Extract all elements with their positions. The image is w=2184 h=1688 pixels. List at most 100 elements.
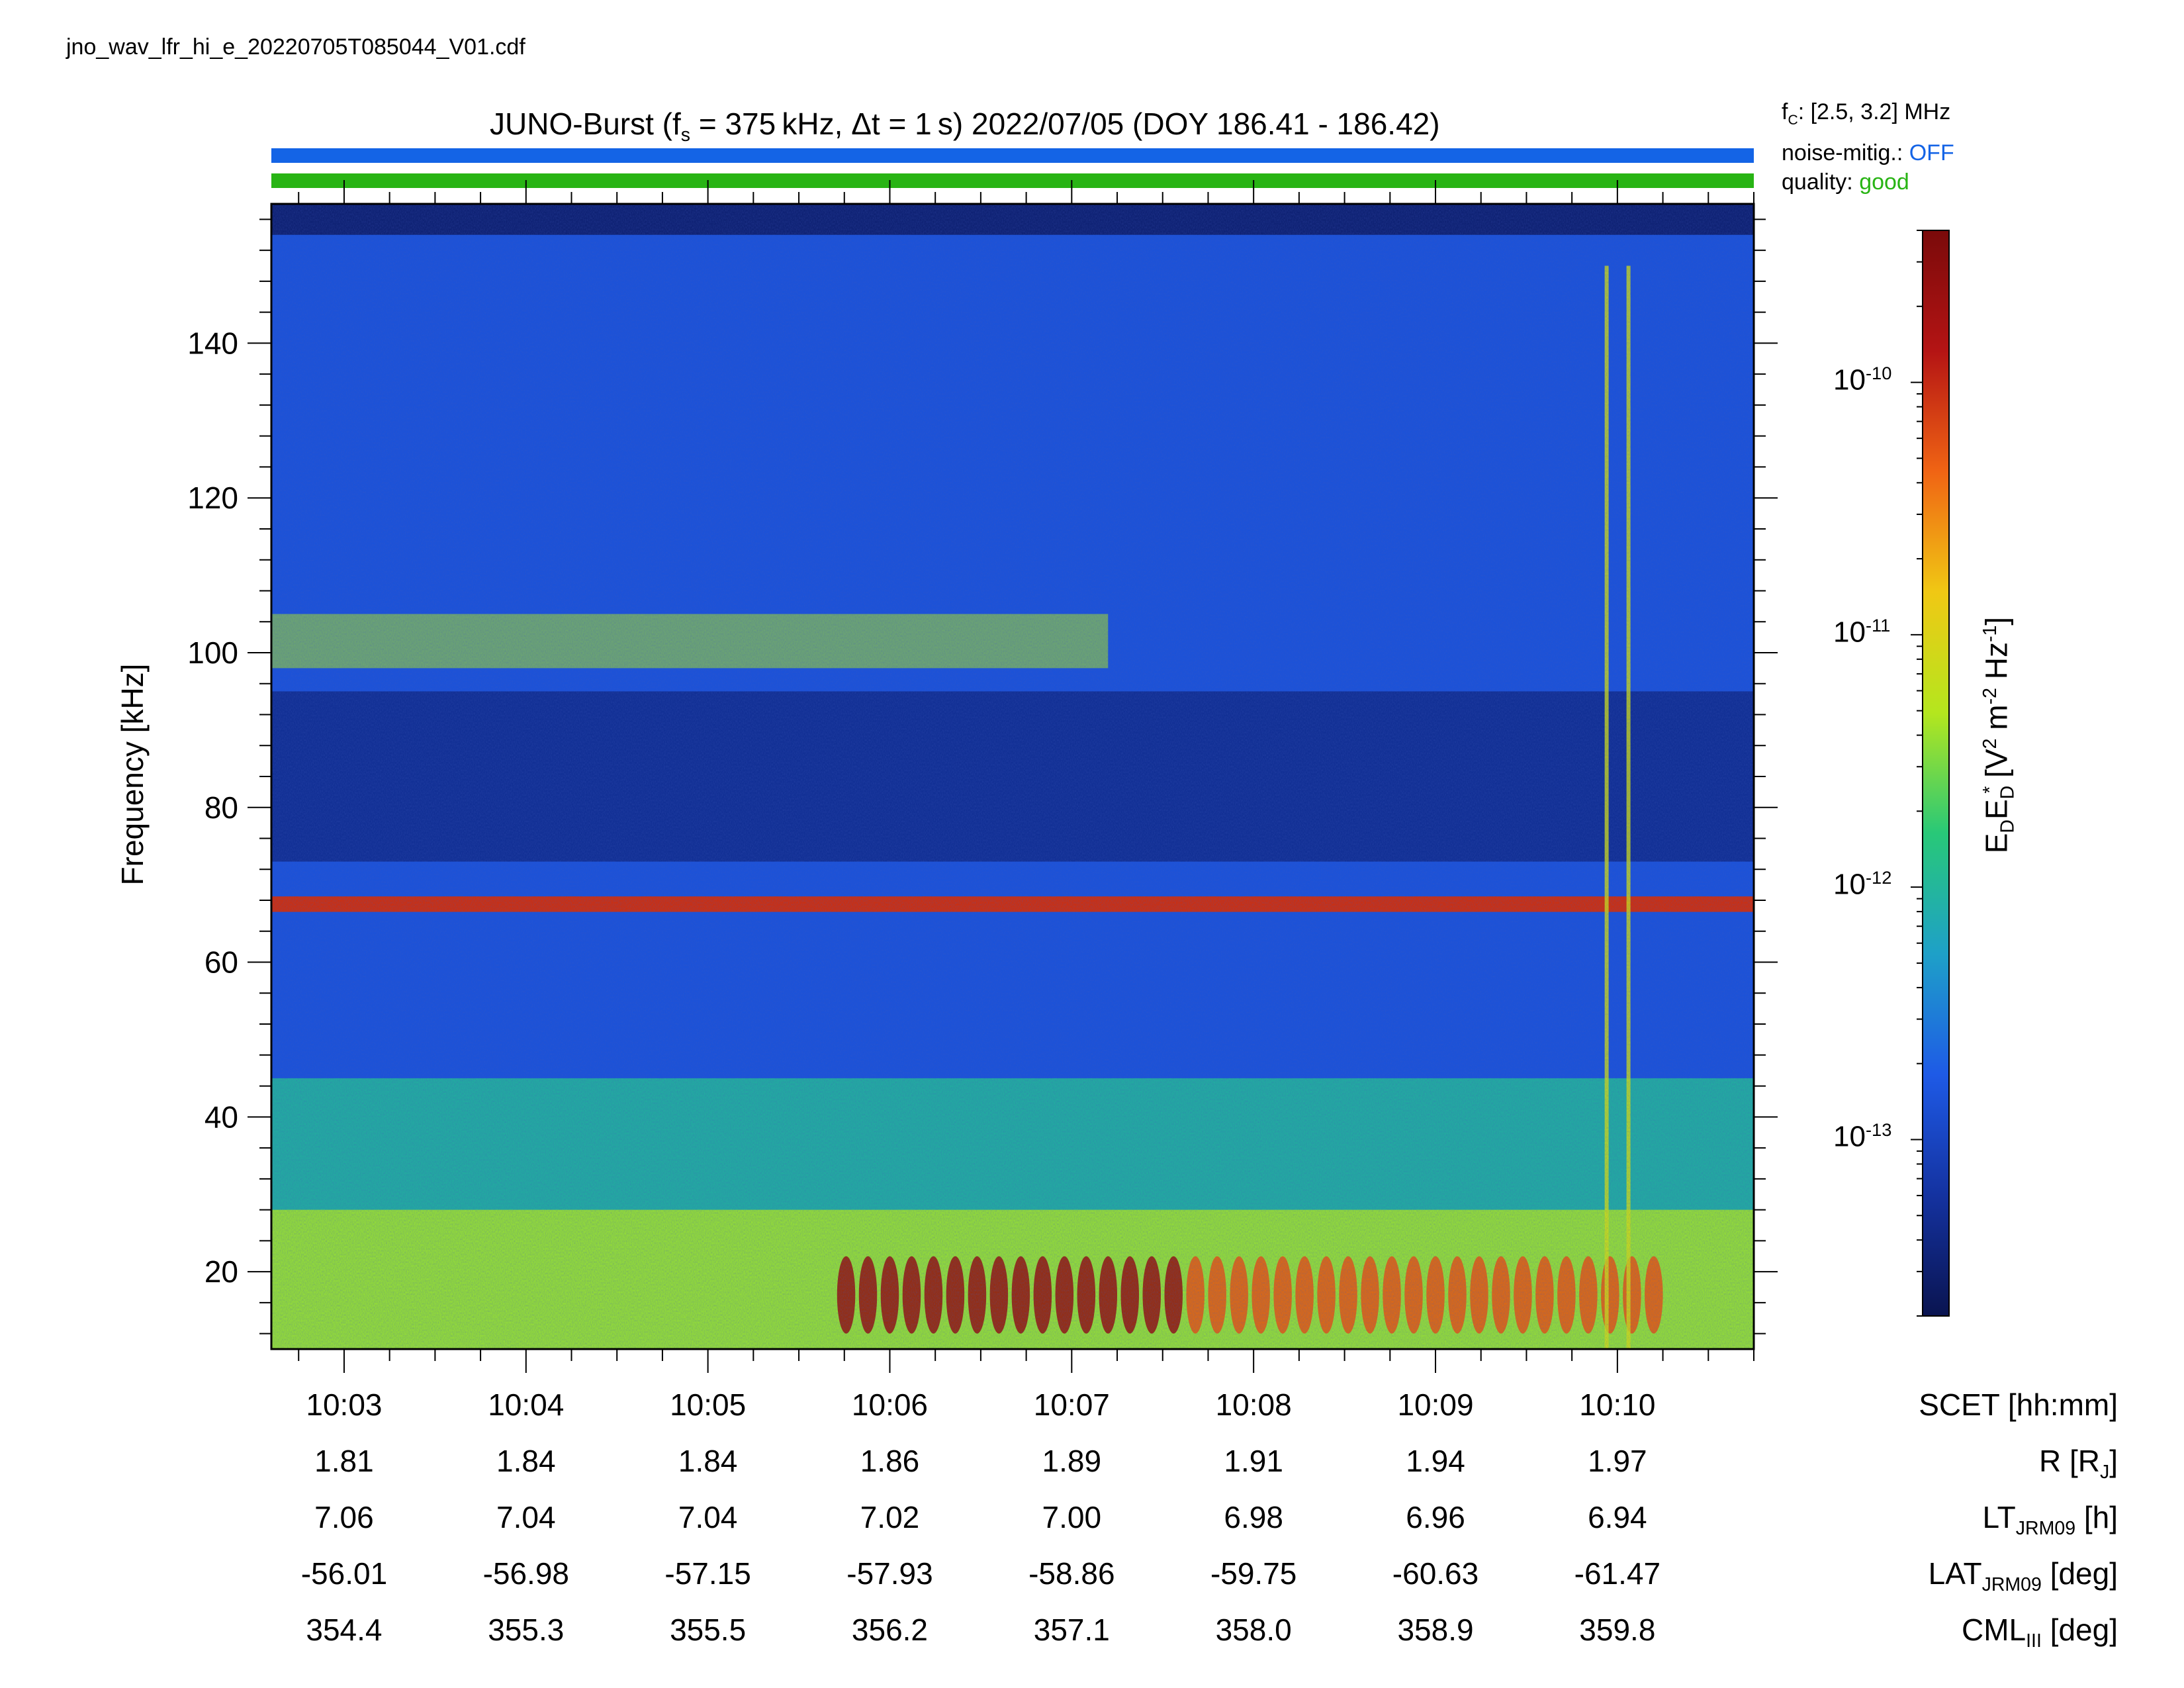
colorbar-tick-base: 10 bbox=[1833, 363, 1866, 397]
colorbar-tick-exp: -13 bbox=[1865, 1119, 1892, 1141]
x-tick-label: 10:06 bbox=[851, 1387, 929, 1422]
ephemeris-value: 6.96 bbox=[1406, 1500, 1465, 1534]
fc-sub: C bbox=[1788, 112, 1798, 128]
ephemeris-value: 358.0 bbox=[1215, 1613, 1292, 1647]
chart-title: JUNO-Burst (fs = 375 kHz, Δt = 1 s) 2022… bbox=[490, 106, 1440, 146]
row-label-sub: JRM09 bbox=[1981, 1574, 2042, 1596]
cb-label-u4: -2 bbox=[1979, 688, 2001, 705]
fc-label: f bbox=[1782, 99, 1788, 124]
ephemeris-value: 6.98 bbox=[1224, 1500, 1283, 1534]
ephemeris-row-label: CMLIII [deg] bbox=[1962, 1612, 2118, 1652]
ephemeris-value: 1.89 bbox=[1042, 1444, 1102, 1478]
quality-status: quality: good bbox=[1782, 169, 1909, 195]
file-name: jno_wav_lfr_hi_e_20220705T085044_V01.cdf bbox=[66, 34, 525, 60]
ephemeris-value: 7.02 bbox=[860, 1500, 920, 1534]
x-tick-label: 10:10 bbox=[1579, 1387, 1656, 1422]
quality-value: good bbox=[1859, 169, 1909, 195]
title-rest: = 375 kHz, Δt = 1 s) 2022/07/05 (DOY 186… bbox=[690, 107, 1440, 141]
row-label-end: [deg] bbox=[2041, 1556, 2118, 1591]
ephemeris-row-label: LATJRM09 [deg] bbox=[1929, 1556, 2118, 1596]
colorbar-tick-base: 10 bbox=[1833, 616, 1866, 649]
cb-label-u2: 2 bbox=[1979, 738, 2001, 749]
ephemeris-value: 7.00 bbox=[1042, 1500, 1102, 1534]
cb-label-e: E bbox=[1979, 833, 2014, 854]
y-tick-label: 140 bbox=[187, 326, 238, 360]
cb-label-u5: Hz bbox=[1979, 642, 2014, 688]
ephemeris-value: 7.04 bbox=[496, 1500, 556, 1534]
ephemeris-row-label: SCET [hh:mm] bbox=[1919, 1387, 2118, 1422]
row-label-end: [deg] bbox=[2041, 1613, 2118, 1647]
spectrogram-heatmap bbox=[271, 204, 1754, 1349]
noise-value: OFF bbox=[1909, 140, 1954, 165]
x-tick-label: 10:08 bbox=[1215, 1387, 1292, 1422]
ephemeris-value: 359.8 bbox=[1579, 1613, 1656, 1647]
y-tick-label: 120 bbox=[187, 481, 238, 515]
ephemeris-value: 7.06 bbox=[314, 1500, 374, 1534]
colorbar-label: EDED* [V2 m-2 Hz-1] bbox=[1978, 537, 2019, 934]
y-tick-label: 60 bbox=[205, 945, 238, 980]
ephemeris-value: -58.86 bbox=[1028, 1556, 1115, 1591]
ephemeris-value: 355.5 bbox=[670, 1613, 747, 1647]
y-tick-label: 40 bbox=[205, 1100, 238, 1134]
row-label-main: LT bbox=[1982, 1500, 2016, 1534]
cb-label-e2: E bbox=[1979, 799, 2014, 820]
cb-label-u3: m bbox=[1979, 704, 2014, 739]
noise-mitigation-bar bbox=[271, 148, 1754, 163]
y-tick-label: 100 bbox=[187, 635, 238, 670]
x-tick-label: 10:05 bbox=[670, 1387, 747, 1422]
quality-label: quality: bbox=[1782, 169, 1853, 195]
ephemeris-value: 355.3 bbox=[488, 1613, 565, 1647]
cb-label-u6: -1 bbox=[1979, 625, 2001, 643]
cb-label-end: ] bbox=[1979, 616, 2014, 626]
ephemeris-value: -56.01 bbox=[300, 1556, 388, 1591]
quality-bar bbox=[271, 173, 1754, 188]
heatmap-grain bbox=[271, 204, 1754, 1349]
ephemeris-value: 6.94 bbox=[1588, 1500, 1647, 1534]
title-prefix: JUNO-Burst (f bbox=[490, 107, 681, 141]
fc-value: : [2.5, 3.2] MHz bbox=[1797, 99, 1951, 124]
ephemeris-value: 1.91 bbox=[1224, 1444, 1283, 1478]
colorbar-tick-exp: -11 bbox=[1865, 614, 1891, 635]
ephemeris-value: -61.47 bbox=[1574, 1556, 1661, 1591]
ephemeris-value: -60.63 bbox=[1392, 1556, 1479, 1591]
ephemeris-value: -56.98 bbox=[482, 1556, 569, 1591]
ephemeris-value: 7.04 bbox=[678, 1500, 738, 1534]
ephemeris-value: -57.93 bbox=[846, 1556, 933, 1591]
row-label-sub: III bbox=[2026, 1630, 2042, 1652]
ephemeris-value: 358.9 bbox=[1397, 1613, 1474, 1647]
colorbar-tick-label: 10-11 bbox=[1833, 615, 1890, 649]
cb-label-d1: D bbox=[1997, 820, 2019, 833]
row-label-sub: JRM09 bbox=[2015, 1518, 2076, 1540]
colorbar-tick-base: 10 bbox=[1833, 1121, 1866, 1154]
colorbar-tick-label: 10-12 bbox=[1833, 867, 1891, 902]
ephemeris-value: 354.4 bbox=[306, 1613, 383, 1647]
ephemeris-value: 1.81 bbox=[314, 1444, 374, 1478]
ephemeris-value: -59.75 bbox=[1210, 1556, 1297, 1591]
colorbar-gradient bbox=[1922, 230, 1950, 1317]
ephemeris-value: 1.84 bbox=[678, 1444, 738, 1478]
y-tick-label: 20 bbox=[205, 1254, 238, 1289]
ephemeris-value: 1.86 bbox=[860, 1444, 920, 1478]
ephemeris-value: 357.1 bbox=[1033, 1613, 1110, 1647]
x-tick-label: 10:07 bbox=[1033, 1387, 1110, 1422]
fc-status: fC: [2.5, 3.2] MHz bbox=[1782, 99, 1950, 128]
y-axis-label: Frequency [kHz] bbox=[115, 663, 150, 886]
ephemeris-value: 1.97 bbox=[1588, 1444, 1647, 1478]
colorbar-tick-label: 10-13 bbox=[1833, 1119, 1891, 1154]
ephemeris-value: -57.15 bbox=[664, 1556, 751, 1591]
ephemeris-row-label: R [RJ] bbox=[2039, 1443, 2118, 1483]
colorbar-tick-base: 10 bbox=[1833, 868, 1866, 901]
cb-label-units: [V bbox=[1979, 749, 2014, 786]
noise-label: noise-mitig.: bbox=[1782, 140, 1903, 165]
cb-label-star: * bbox=[1979, 786, 2001, 794]
row-label-sub: J bbox=[2099, 1462, 2110, 1483]
row-label-main: LAT bbox=[1928, 1556, 1982, 1591]
x-tick-label: 10:09 bbox=[1397, 1387, 1474, 1422]
title-fs-sub: s bbox=[680, 124, 691, 146]
colorbar bbox=[1911, 230, 1950, 1317]
ephemeris-value: 1.84 bbox=[496, 1444, 556, 1478]
ephemeris-value: 1.94 bbox=[1406, 1444, 1465, 1478]
x-tick-label: 10:03 bbox=[306, 1387, 383, 1422]
noise-status: noise-mitig.: OFF bbox=[1782, 140, 1954, 166]
